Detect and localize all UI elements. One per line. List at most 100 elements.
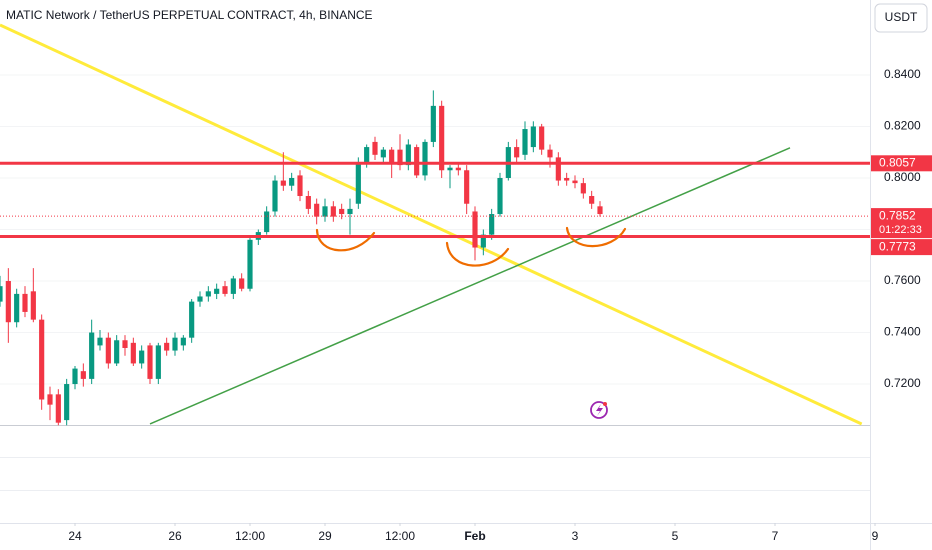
curve [445, 241, 510, 267]
currency-button[interactable] [874, 3, 928, 33]
candle-body [147, 345, 153, 379]
candle-body [372, 141, 378, 155]
candle-body [164, 342, 170, 351]
level-price-label: 0.8057 [879, 155, 916, 169]
y-tick-label: 0.7200 [884, 376, 921, 390]
candle-body [430, 105, 436, 142]
candle-body [264, 211, 270, 233]
candle-body [197, 296, 203, 302]
candle-body [589, 196, 595, 204]
x-tick-label: 12:00 [385, 529, 415, 543]
x-tick-label: 26 [168, 529, 182, 543]
lightning-icon[interactable] [590, 401, 608, 419]
candle-body [47, 394, 53, 405]
candle-body [72, 368, 78, 385]
candle-body [14, 293, 20, 323]
trend-line [0, 23, 863, 426]
y-tick-label: 0.7400 [884, 325, 921, 339]
candle-body [355, 162, 361, 204]
candle-body [414, 147, 420, 176]
level-price-label: 0.7773 [879, 239, 916, 253]
candle-body [289, 177, 295, 186]
x-tick-label: 5 [672, 529, 679, 543]
candle-body [114, 340, 120, 364]
chart-title: MATIC Network / TetherUS PERPETUAL CONTR… [6, 8, 373, 22]
candle-body [39, 319, 45, 400]
level-price-box [871, 155, 932, 172]
candle-body [397, 149, 403, 166]
candle-body [405, 144, 411, 166]
candle-body [155, 345, 161, 379]
candle-body [480, 234, 486, 248]
countdown-label: 01:22:33 [879, 224, 922, 236]
candle-body [97, 337, 103, 346]
y-tick-label: 0.8200 [884, 119, 921, 133]
candle-body [572, 180, 578, 184]
candle-body [22, 293, 28, 312]
x-tick-label: 29 [318, 529, 332, 543]
x-tick-label: 24 [68, 529, 82, 543]
candle-body [564, 177, 570, 181]
currency-button-label[interactable]: USDT [885, 10, 918, 24]
candle-body [447, 167, 453, 171]
candle-body [514, 147, 520, 158]
candle-body [0, 286, 3, 302]
candle-body [230, 278, 236, 294]
candle-body [122, 340, 128, 348]
candle-body [55, 394, 61, 423]
x-tick-label: 9 [872, 529, 879, 543]
level-price-box [871, 239, 932, 256]
candle-body [222, 286, 228, 294]
icon-dot[interactable] [603, 402, 607, 406]
candle-body [330, 206, 336, 217]
candle-body [189, 301, 195, 338]
candle-body [339, 208, 345, 215]
candle-body [389, 149, 395, 163]
candle-body [547, 149, 553, 158]
candle-body [522, 129, 528, 155]
icon-bolt[interactable] [596, 404, 603, 416]
candle-body [455, 167, 461, 171]
candle-body [130, 342, 136, 364]
candle-body [439, 105, 445, 171]
candle-body [530, 126, 536, 148]
candle-body [539, 126, 545, 150]
curve [565, 226, 627, 248]
candle-body [489, 214, 495, 235]
candle-body [464, 170, 470, 204]
candle-body [64, 384, 70, 421]
last-price-box [871, 208, 932, 239]
candle-body [205, 291, 211, 297]
x-tick-label: 3 [572, 529, 579, 543]
candle-body [239, 278, 245, 289]
candle-body [380, 149, 386, 158]
candle-body [89, 332, 95, 379]
candle-body [314, 203, 320, 217]
candle-body [5, 281, 11, 323]
candle-body [472, 211, 478, 248]
hand-drawn-curves [315, 226, 627, 267]
curve [315, 228, 376, 252]
candle-body [139, 350, 145, 364]
candle-body [364, 147, 370, 163]
x-tick-label: Feb [464, 529, 485, 543]
candle-body [555, 157, 561, 181]
candle-body [497, 177, 503, 215]
candle-body [80, 371, 86, 379]
candle-body [597, 206, 603, 215]
candle-body [105, 337, 111, 364]
candle-body [322, 206, 328, 217]
y-tick-label: 0.7600 [884, 273, 921, 287]
x-tick-label: 7 [772, 529, 779, 543]
y-tick-label: 0.8000 [884, 170, 921, 184]
x-tick-label: 12:00 [235, 529, 265, 543]
candle-body [297, 175, 303, 197]
candle-body [422, 141, 428, 176]
y-tick-label: 0.8400 [884, 67, 921, 81]
icon-circle[interactable] [590, 401, 608, 419]
candle-body [272, 180, 278, 212]
candle-body [580, 183, 586, 194]
candle-body [280, 180, 286, 186]
